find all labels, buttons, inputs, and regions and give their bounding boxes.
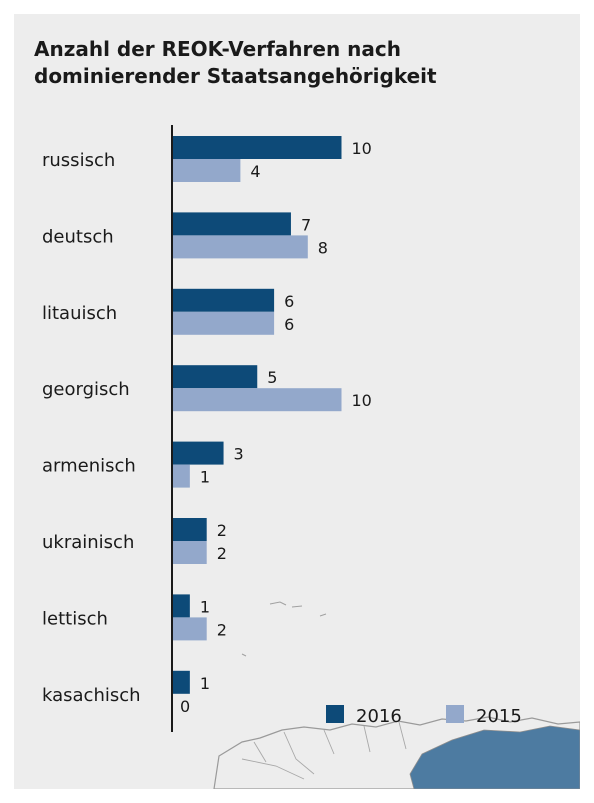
map-borders [241, 721, 407, 780]
value-label-lettisch-2015: 2 [217, 620, 227, 639]
category-label-georgisch: georgisch [42, 379, 130, 400]
value-label-kasachisch-2016: 1 [200, 674, 210, 693]
map-water [409, 725, 580, 789]
bar-russisch-2015 [173, 159, 241, 182]
bar-lettisch-2016 [173, 594, 190, 618]
value-label-deutsch-2016: 7 [301, 215, 311, 234]
category-label-litauisch: litauisch [42, 303, 117, 324]
bar-litauisch-2016 [173, 288, 275, 312]
category-label-armenisch: armenisch [42, 456, 136, 477]
chart-title: Anzahl der REOK-Verfahren nach dominiere… [34, 37, 437, 88]
chart-canvas: russisch104deutsch78litauisch66georgisch… [42, 125, 580, 789]
bar-armenisch-2016 [173, 441, 224, 465]
value-label-georgisch-2015: 10 [352, 391, 372, 410]
bar-kasachisch-2016 [173, 670, 190, 694]
value-label-lettisch-2016: 1 [200, 597, 210, 616]
bar-ukrainisch-2015 [173, 541, 207, 564]
value-label-litauisch-2015: 6 [284, 315, 294, 334]
bar-armenisch-2015 [173, 464, 190, 488]
value-label-russisch-2015: 4 [250, 162, 260, 181]
chart-panel: russisch 10 4 deutsch 7 8 litauisch 6 6 georgisch… [14, 14, 580, 789]
value-label-litauisch-2016: 6 [284, 292, 294, 311]
category-label-deutsch: deutsch [42, 226, 114, 247]
value-label-deutsch-2015: 8 [318, 238, 328, 257]
bars-layer [173, 136, 342, 694]
value-label-armenisch-2016: 3 [234, 445, 244, 464]
map-land-outline [213, 716, 580, 789]
map-islands [241, 601, 327, 657]
legend-swatch-2016 [326, 705, 344, 723]
bar-lettisch-2015 [173, 617, 207, 641]
bar-georgisch-2016 [173, 365, 258, 389]
bar-deutsch-2016 [173, 212, 291, 236]
bar-russisch-2016 [173, 136, 342, 159]
category-label-ukrainisch: ukrainisch [42, 532, 134, 553]
category-label-russisch: russisch [42, 150, 115, 171]
bar-litauisch-2015 [173, 311, 275, 335]
bar-ukrainisch-2016 [173, 518, 207, 541]
legend-label-2016: 2016 [356, 706, 402, 727]
map-decoration [213, 601, 580, 789]
legend-swatch-2015 [446, 705, 464, 723]
labels-layer: russisch104deutsch78litauisch66georgisch… [42, 139, 372, 716]
value-label-russisch-2016: 10 [352, 139, 372, 158]
category-label-lettisch: lettisch [42, 608, 108, 629]
bar-deutsch-2015 [173, 235, 308, 259]
legend-label-2015: 2015 [476, 706, 522, 727]
value-label-ukrainisch-2015: 2 [217, 544, 227, 563]
bar-georgisch-2015 [173, 388, 342, 412]
value-label-kasachisch-2015: 0 [180, 697, 190, 716]
legend: 2016 2015 [326, 705, 522, 727]
value-label-armenisch-2015: 1 [200, 468, 210, 487]
category-label-kasachisch: kasachisch [42, 685, 141, 706]
value-label-georgisch-2016: 5 [267, 368, 277, 387]
value-label-ukrainisch-2016: 2 [217, 521, 227, 540]
